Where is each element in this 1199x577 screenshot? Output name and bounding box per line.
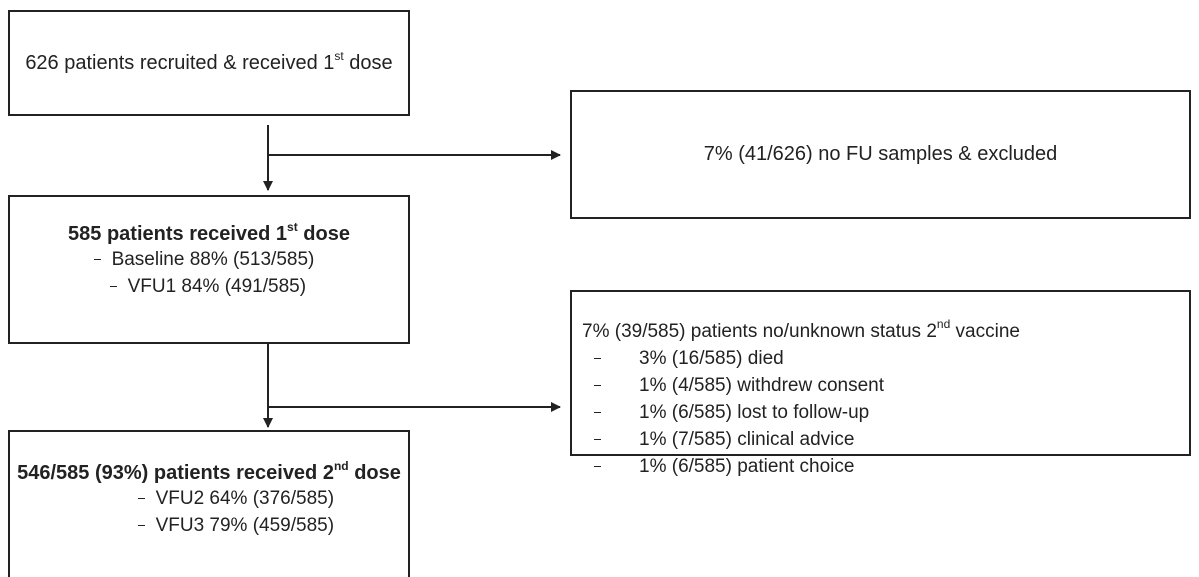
node-title: dose: [348, 462, 401, 484]
dash: [594, 439, 601, 441]
node-no-second: 7% (39/585) patients no/unknown status 2…: [570, 290, 1191, 477]
node-text: 626 patients recruited & received 1: [25, 51, 335, 74]
node-title: 585 patients received 1: [68, 223, 288, 245]
node-title: vaccine: [950, 321, 1020, 342]
node-first-dose: 585 patients received 1st dose Baseline …: [8, 195, 410, 344]
node-item: 1% (7/585) clinical advice: [639, 429, 855, 450]
node-item: Baseline 88% (513/585): [111, 249, 315, 270]
node-item: 1% (4/585) withdrew consent: [639, 375, 885, 396]
node-item: 3% (16/585) died: [639, 348, 784, 369]
node-title: 7% (39/585) patients no/unknown status 2: [582, 321, 937, 342]
node-title: nd: [936, 317, 951, 331]
node-title: nd: [333, 459, 349, 473]
dash: [594, 385, 601, 387]
node-item: 1% (6/585) patient choice: [639, 456, 855, 477]
dash: [138, 525, 145, 527]
node-title: st: [287, 220, 298, 234]
node-text: 7% (41/626) no FU samples & excluded: [703, 143, 1058, 165]
node-item: VFU2 64% (376/585): [155, 488, 335, 509]
dash: [594, 466, 601, 468]
dash: [138, 498, 145, 500]
node-title: dose: [297, 223, 350, 245]
dash: [594, 412, 601, 414]
dash: [94, 259, 101, 261]
node-second-dose: 546/585 (93%) patients received 2nd dose…: [8, 430, 410, 577]
node-item: 1% (6/585) lost to follow-up: [639, 402, 870, 423]
node-title: 546/585 (93%) patients received 2: [17, 462, 334, 484]
node-recruited: 626 patients recruited & received 1st do…: [8, 10, 410, 116]
node-excluded: 7% (41/626) no FU samples & excluded: [570, 90, 1191, 219]
node-item: VFU3 79% (459/585): [155, 515, 335, 536]
node-text: dose: [343, 51, 393, 74]
dash: [594, 358, 601, 360]
node-item: VFU1 84% (491/585): [127, 276, 307, 297]
dash: [110, 286, 117, 288]
node-text: st: [334, 48, 344, 63]
